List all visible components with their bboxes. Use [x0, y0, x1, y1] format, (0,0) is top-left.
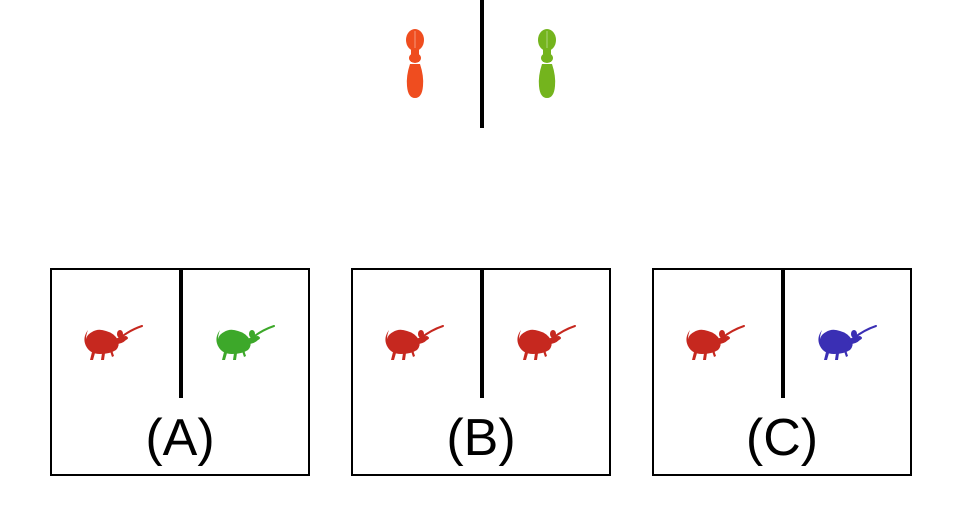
- option-divider: [179, 270, 183, 398]
- option-divider: [480, 270, 484, 398]
- option-label: (C): [745, 409, 819, 467]
- mouse-icon: [381, 320, 445, 362]
- option-b-box[interactable]: (B): [351, 268, 611, 476]
- mouse-icon: [513, 320, 577, 362]
- mouse-icon: [682, 320, 746, 362]
- mouse-icon: [212, 320, 276, 362]
- option-c-box[interactable]: (C): [652, 268, 912, 476]
- option-divider: [781, 270, 785, 398]
- mouse-icon: [814, 320, 878, 362]
- peg-icon: [402, 28, 428, 100]
- mouse-icon: [80, 320, 144, 362]
- option-label: (B): [446, 409, 516, 467]
- option-label: (A): [145, 409, 215, 467]
- peg-icon: [534, 28, 560, 100]
- top-divider: [480, 0, 484, 128]
- option-a-box[interactable]: (A): [50, 268, 310, 476]
